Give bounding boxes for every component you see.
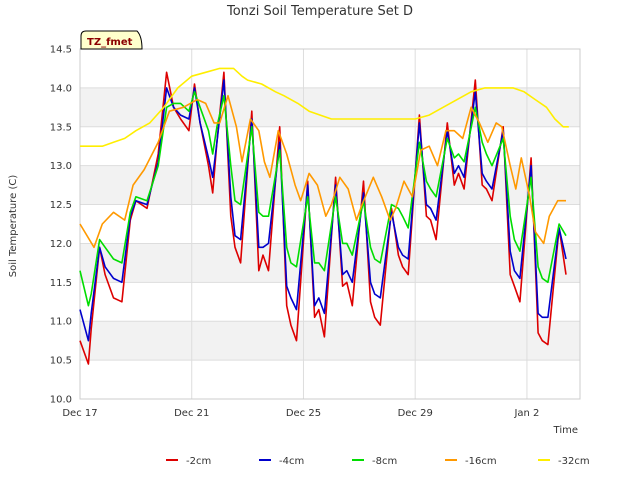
site-badge-box: [80, 30, 143, 50]
x-tick-label: Jan 2: [513, 408, 539, 419]
background-band: [80, 87, 580, 127]
x-tick-label: Dec 17: [62, 408, 97, 419]
series-line-minus-8cm: [79, 91, 567, 307]
legend-label: -2cm: [186, 456, 211, 467]
site-badge-label: TZ_fmet: [87, 37, 133, 48]
y-tick-label: 13.0: [50, 161, 72, 172]
y-tick-label: 10.5: [50, 356, 72, 367]
series-line-minus-2cm: [79, 71, 567, 365]
y-tick-label: 11.0: [50, 317, 72, 328]
y-tick-label: 13.5: [50, 122, 72, 133]
legend-label: -4cm: [279, 456, 304, 467]
legend-label: -32cm: [558, 456, 590, 467]
series-line-minus-16cm: [79, 94, 566, 249]
y-tick-label: 12.5: [50, 200, 72, 211]
legend-label: -8cm: [372, 456, 397, 467]
series-line-minus-32cm: [80, 67, 569, 147]
y-tick-label: 12.0: [50, 239, 72, 250]
x-axis-label: Time: [553, 425, 578, 436]
y-axis-ticks: 10.0 10.5 11.0 11.5 12.0 12.5 13.0 13.5 14.0 14.5: [50, 45, 72, 406]
y-tick-label: 14.0: [50, 83, 72, 94]
background-band: [80, 321, 580, 361]
plot-background-bands: [80, 49, 580, 399]
chart-title: Tonzi Soil Temperature Set D: [226, 4, 413, 19]
background-band: [80, 282, 580, 322]
y-tick-label: 10.0: [50, 395, 72, 406]
y-axis-label: Soil Temperature (C): [8, 175, 19, 278]
legend: -2cm -4cm -8cm -16cm -32cm: [166, 456, 590, 467]
x-tick-label: Dec 25: [286, 408, 321, 419]
legend-label: -16cm: [465, 456, 497, 467]
background-band: [80, 49, 580, 88]
x-axis-ticks: Dec 17 Dec 21 Dec 25 Dec 29 Jan 2: [62, 408, 539, 419]
series-lines: [79, 67, 569, 365]
x-tick-label: Dec 29: [398, 408, 433, 419]
y-tick-label: 14.5: [50, 45, 72, 56]
site-badge: TZ_fmet: [80, 30, 143, 50]
background-band: [80, 360, 580, 399]
x-tick-label: Dec 21: [174, 408, 209, 419]
y-tick-label: 11.5: [50, 278, 72, 289]
